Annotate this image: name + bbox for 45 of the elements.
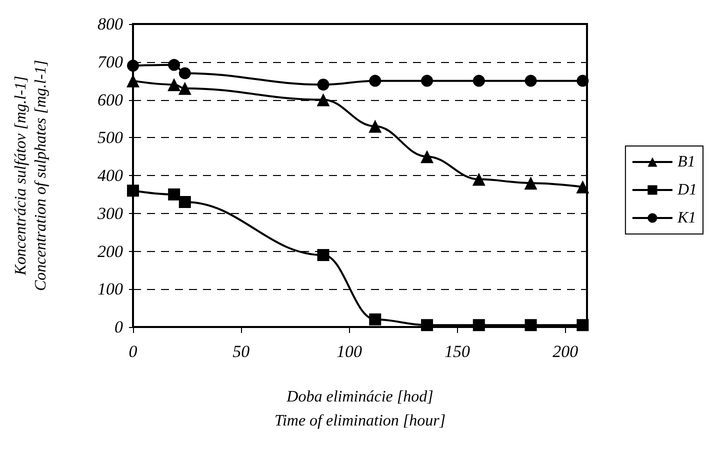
y-tick-label: 500 — [98, 128, 124, 148]
point — [178, 67, 191, 80]
point — [168, 188, 180, 200]
y-tick-label: 800 — [98, 14, 124, 34]
y-tick-label: 0 — [114, 318, 124, 336]
y-tick-label: 400 — [98, 166, 124, 185]
legend-label: K1 — [676, 210, 696, 226]
point — [524, 74, 537, 87]
x-tick-label: 150 — [444, 342, 471, 361]
point — [127, 60, 139, 72]
point — [178, 82, 192, 95]
point — [168, 58, 180, 71]
y-tick-label: 600 — [98, 90, 124, 110]
y-tick-label: 100 — [98, 280, 124, 299]
x-tick-label: 50 — [232, 342, 250, 361]
point — [524, 176, 538, 190]
x-tick-label: 200 — [552, 342, 579, 361]
point — [576, 180, 590, 194]
legend-label: D1 — [676, 182, 698, 198]
point — [368, 120, 382, 133]
point — [472, 319, 485, 332]
y-tick-label: 300 — [96, 204, 124, 223]
point — [421, 74, 434, 87]
point — [576, 319, 589, 332]
point — [472, 74, 485, 87]
point — [421, 319, 434, 332]
point — [369, 313, 382, 326]
x-axis-title: Doba eliminácie [hod] Time of elimination [hour] — [274, 388, 446, 430]
y-axis-title: Koncentrácia sulfátov [mg.l-1] Concentration of sulphates [mg.l-1] — [12, 60, 50, 292]
point — [127, 184, 139, 197]
x-tick-label: 100 — [336, 342, 362, 361]
point — [472, 172, 486, 186]
point — [168, 78, 181, 92]
legend-label: B1 — [677, 154, 696, 170]
point — [317, 249, 330, 262]
point — [420, 150, 434, 164]
point — [369, 74, 382, 87]
point — [576, 74, 589, 87]
point — [178, 196, 191, 208]
point — [317, 78, 330, 91]
point — [524, 319, 537, 332]
y-tick-label: 700 — [98, 52, 124, 72]
x-tick-label: 0 — [128, 342, 138, 361]
y-tick-label: 200 — [98, 242, 124, 261]
point — [316, 93, 330, 106]
